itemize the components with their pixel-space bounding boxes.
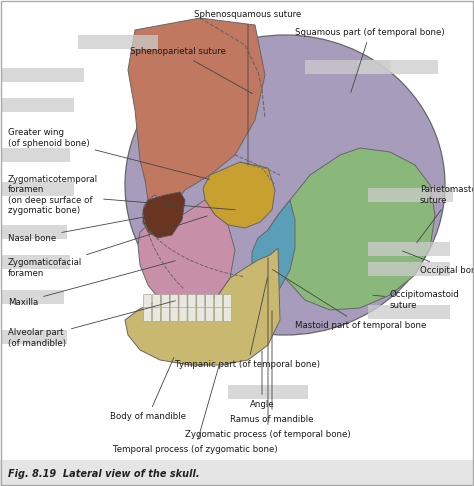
Text: Fig. 8.19  Lateral view of the skull.: Fig. 8.19 Lateral view of the skull. xyxy=(8,469,200,479)
FancyBboxPatch shape xyxy=(224,295,231,309)
FancyBboxPatch shape xyxy=(144,308,152,322)
Text: Temporal process (of zygomatic bone): Temporal process (of zygomatic bone) xyxy=(113,364,277,454)
Text: Greater wing
(of sphenoid bone): Greater wing (of sphenoid bone) xyxy=(8,128,210,179)
FancyBboxPatch shape xyxy=(368,305,450,319)
Text: Zygomaticofacial
foramen: Zygomaticofacial foramen xyxy=(8,216,207,278)
Text: Ramus of mandible: Ramus of mandible xyxy=(230,311,314,424)
Text: Zygomaticotemporal
foramen
(on deep surface of
zygomatic bone): Zygomaticotemporal foramen (on deep surf… xyxy=(8,175,235,215)
FancyBboxPatch shape xyxy=(170,295,178,309)
FancyBboxPatch shape xyxy=(188,295,196,309)
Polygon shape xyxy=(143,195,165,228)
FancyBboxPatch shape xyxy=(2,255,70,269)
FancyBboxPatch shape xyxy=(197,308,205,322)
Ellipse shape xyxy=(125,35,445,335)
Text: Squamous part (of temporal bone): Squamous part (of temporal bone) xyxy=(295,28,445,92)
Polygon shape xyxy=(128,18,265,215)
Text: Angle: Angle xyxy=(250,351,274,409)
FancyBboxPatch shape xyxy=(2,148,70,162)
Text: Nasal bone: Nasal bone xyxy=(8,215,152,243)
FancyBboxPatch shape xyxy=(368,188,453,202)
FancyBboxPatch shape xyxy=(368,242,450,256)
FancyBboxPatch shape xyxy=(206,308,214,322)
FancyBboxPatch shape xyxy=(188,308,196,322)
Text: Tympanic part (of temporal bone): Tympanic part (of temporal bone) xyxy=(175,278,320,369)
FancyBboxPatch shape xyxy=(152,308,160,322)
Text: Zygomatic process (of temporal bone): Zygomatic process (of temporal bone) xyxy=(185,258,351,439)
Polygon shape xyxy=(138,200,235,308)
FancyBboxPatch shape xyxy=(161,308,169,322)
Polygon shape xyxy=(252,200,295,295)
FancyBboxPatch shape xyxy=(2,68,84,82)
Text: Alveolar part
(of mandible): Alveolar part (of mandible) xyxy=(8,301,175,347)
FancyBboxPatch shape xyxy=(161,295,169,309)
Text: Occipital bone: Occipital bone xyxy=(402,251,474,275)
FancyBboxPatch shape xyxy=(206,295,214,309)
Polygon shape xyxy=(143,192,185,238)
FancyBboxPatch shape xyxy=(2,290,64,304)
FancyBboxPatch shape xyxy=(228,385,308,399)
FancyBboxPatch shape xyxy=(0,460,474,486)
FancyBboxPatch shape xyxy=(224,308,231,322)
FancyBboxPatch shape xyxy=(197,295,205,309)
FancyBboxPatch shape xyxy=(305,60,390,74)
Text: Mastoid part of temporal bone: Mastoid part of temporal bone xyxy=(273,269,427,330)
FancyBboxPatch shape xyxy=(2,330,67,344)
FancyBboxPatch shape xyxy=(2,182,74,196)
Text: Sphenoparietal suture: Sphenoparietal suture xyxy=(130,48,253,94)
FancyBboxPatch shape xyxy=(144,295,152,309)
Polygon shape xyxy=(125,248,280,365)
FancyBboxPatch shape xyxy=(215,295,223,309)
FancyBboxPatch shape xyxy=(152,295,160,309)
FancyBboxPatch shape xyxy=(368,262,450,276)
FancyBboxPatch shape xyxy=(179,308,187,322)
Text: Occipitomastoid
suture: Occipitomastoid suture xyxy=(373,290,460,310)
FancyBboxPatch shape xyxy=(358,60,438,74)
FancyBboxPatch shape xyxy=(179,295,187,309)
Polygon shape xyxy=(268,148,435,310)
FancyBboxPatch shape xyxy=(2,225,67,239)
FancyBboxPatch shape xyxy=(215,308,223,322)
Polygon shape xyxy=(203,162,275,228)
Text: Maxilla: Maxilla xyxy=(8,260,175,307)
Text: Sphenosquamous suture: Sphenosquamous suture xyxy=(194,10,301,165)
FancyBboxPatch shape xyxy=(78,35,158,49)
FancyBboxPatch shape xyxy=(170,308,178,322)
Text: Parietomastoid
suture: Parietomastoid suture xyxy=(417,185,474,243)
FancyBboxPatch shape xyxy=(2,98,74,112)
Text: Body of mandible: Body of mandible xyxy=(110,358,186,421)
